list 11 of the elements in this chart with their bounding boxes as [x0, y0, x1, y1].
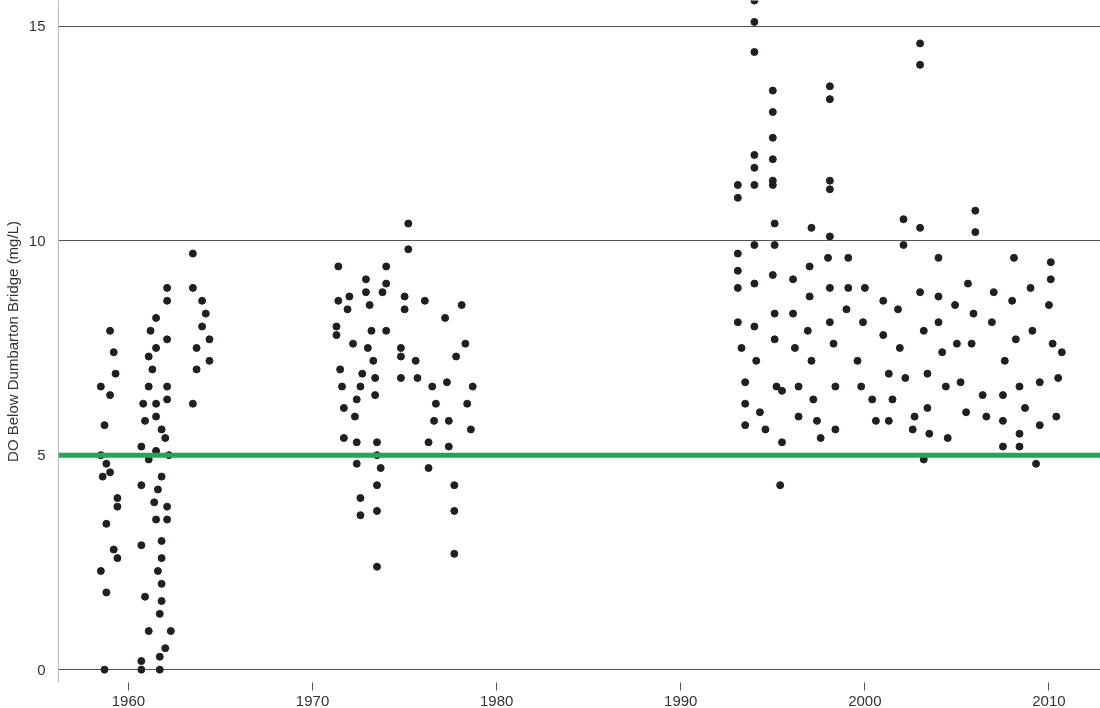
y-axis-title: DO Below Dumbarton Bridge (mg/L): [3, 221, 21, 462]
x-tick-label: 1980: [479, 691, 514, 708]
x-tick-label: 1970: [295, 691, 330, 708]
y-tick-label: 5: [37, 446, 46, 464]
y-tick-label: 0: [37, 660, 46, 678]
y-tick-label: 15: [28, 17, 46, 35]
x-tick-label: 1990: [664, 691, 698, 708]
x-tick-label: 2000: [848, 691, 882, 708]
x-tick-label: 1960: [111, 691, 146, 708]
y-tick-label: 10: [28, 231, 46, 249]
x-tick-label: 2010: [1032, 691, 1066, 708]
